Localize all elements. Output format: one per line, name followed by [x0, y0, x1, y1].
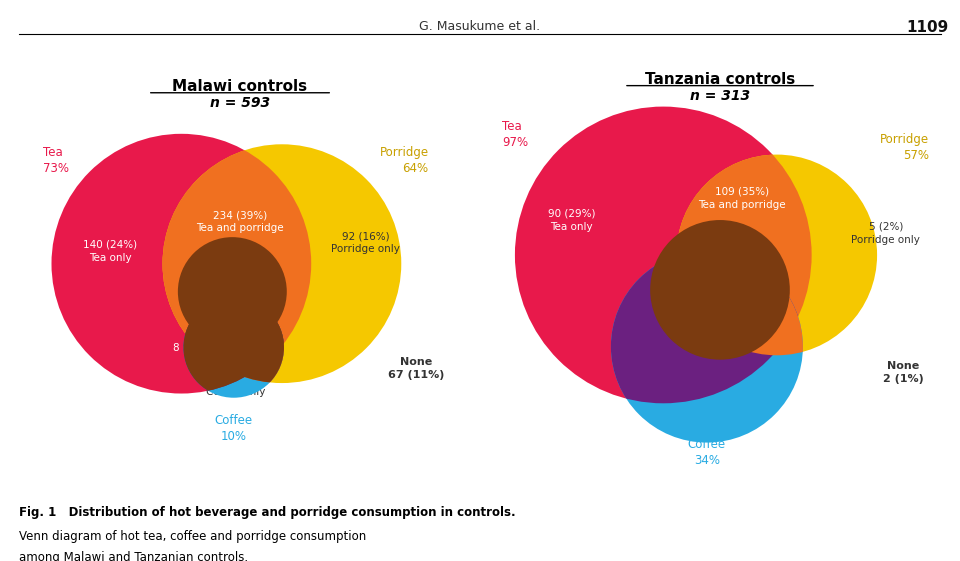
Text: 140 (24%)
Tea only: 140 (24%) Tea only: [84, 240, 137, 263]
Text: Fig. 1   Distribution of hot beverage and porridge consumption in controls.: Fig. 1 Distribution of hot beverage and …: [19, 506, 516, 519]
Circle shape: [677, 155, 877, 355]
Text: 41 (13%)
Tea and
coffee: 41 (13%) Tea and coffee: [626, 320, 674, 356]
Text: Venn diagram of hot tea, coffee and porridge consumption: Venn diagram of hot tea, coffee and porr…: [19, 530, 367, 543]
Text: None
67 (11%): None 67 (11%): [388, 357, 444, 380]
Circle shape: [183, 297, 284, 398]
Circle shape: [183, 297, 284, 398]
Text: 63 (20%)
Tea, coffee
and porridge: 63 (20%) Tea, coffee and porridge: [686, 269, 754, 306]
Text: Porridge
64%: Porridge 64%: [379, 146, 428, 176]
Circle shape: [611, 251, 803, 443]
Text: Tea
73%: Tea 73%: [43, 146, 69, 176]
Circle shape: [183, 297, 284, 398]
Circle shape: [52, 134, 311, 393]
Text: 51 (9%)
Tea, coffee
and porridge: 51 (9%) Tea, coffee and porridge: [199, 269, 266, 306]
Circle shape: [162, 144, 401, 383]
Text: Coffee
34%: Coffee 34%: [688, 438, 726, 467]
Text: 92 (16%)
Porridge only: 92 (16%) Porridge only: [331, 231, 400, 254]
Circle shape: [611, 251, 803, 443]
Text: 8 (1%): 8 (1%): [173, 342, 207, 352]
Circle shape: [515, 107, 811, 403]
Text: Tanzania controls: Tanzania controls: [645, 72, 795, 86]
Text: among Malawi and Tanzanian controls.: among Malawi and Tanzanian controls.: [19, 551, 249, 561]
Text: Tea
97%: Tea 97%: [502, 119, 528, 149]
Text: Malawi controls: Malawi controls: [173, 79, 307, 94]
Circle shape: [52, 134, 311, 393]
Text: 109 (35%)
Tea and porridge: 109 (35%) Tea and porridge: [698, 187, 785, 210]
Text: 1 (0%)
Coffee only: 1 (0%) Coffee only: [682, 392, 741, 415]
Text: Coffee
10%: Coffee 10%: [215, 415, 252, 444]
Circle shape: [183, 297, 284, 398]
Text: G. Masukume et al.: G. Masukume et al.: [420, 20, 540, 33]
Circle shape: [611, 251, 803, 443]
Text: n = 593: n = 593: [210, 96, 270, 110]
Circle shape: [183, 297, 284, 398]
Text: 5 (2%)
Porridge only: 5 (2%) Porridge only: [852, 222, 921, 245]
Text: n = 313: n = 313: [690, 89, 750, 103]
Text: 1109: 1109: [906, 20, 948, 35]
Text: 1 (0%)
Coffee only: 1 (0%) Coffee only: [206, 374, 266, 397]
Circle shape: [650, 220, 790, 360]
Text: 90 (29%)
Tea only: 90 (29%) Tea only: [548, 209, 595, 232]
Circle shape: [515, 107, 811, 403]
Text: Porridge
57%: Porridge 57%: [880, 133, 929, 162]
Text: 234 (39%)
Tea and porridge: 234 (39%) Tea and porridge: [196, 210, 284, 233]
Text: None
2 (1%): None 2 (1%): [883, 361, 924, 384]
Circle shape: [178, 237, 287, 346]
